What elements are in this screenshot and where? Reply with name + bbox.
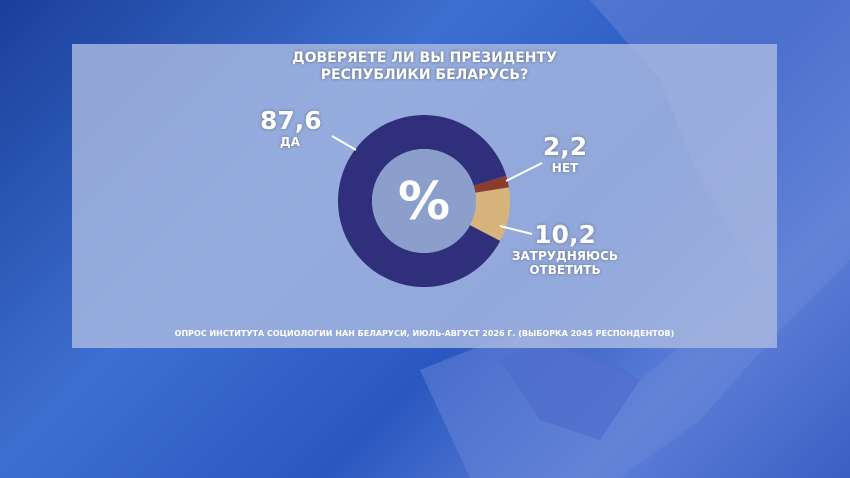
- category-label: ДА: [280, 135, 300, 149]
- donut-segment: [473, 175, 509, 193]
- value-label: 87,6: [260, 106, 322, 135]
- category-label: НЕТ: [551, 161, 579, 175]
- category-label: ЗАТРУДНЯЮСЬ ОТВЕТИТЬ: [511, 249, 619, 277]
- source-note: ОПРОС ИНСТИТУТА СОЦИОЛОГИИ НАН БЕЛАРУСИ,…: [174, 329, 675, 338]
- donut-segment: [337, 114, 507, 287]
- donut-segment: [470, 187, 510, 241]
- title-line: ДОВЕРЯЕТЕ ЛИ ВЫ ПРЕЗИДЕНТУ: [292, 50, 557, 66]
- value-label: 10,2: [534, 220, 596, 249]
- leader-line: [505, 162, 543, 182]
- leader-line: [331, 135, 357, 151]
- value-label: 2,2: [542, 132, 588, 161]
- center-label: %: [398, 172, 450, 232]
- title-line: РЕСПУБЛИКИ БЕЛАРУСЬ?: [320, 67, 529, 83]
- leader-line: [499, 225, 533, 235]
- donut-hole: [372, 149, 476, 253]
